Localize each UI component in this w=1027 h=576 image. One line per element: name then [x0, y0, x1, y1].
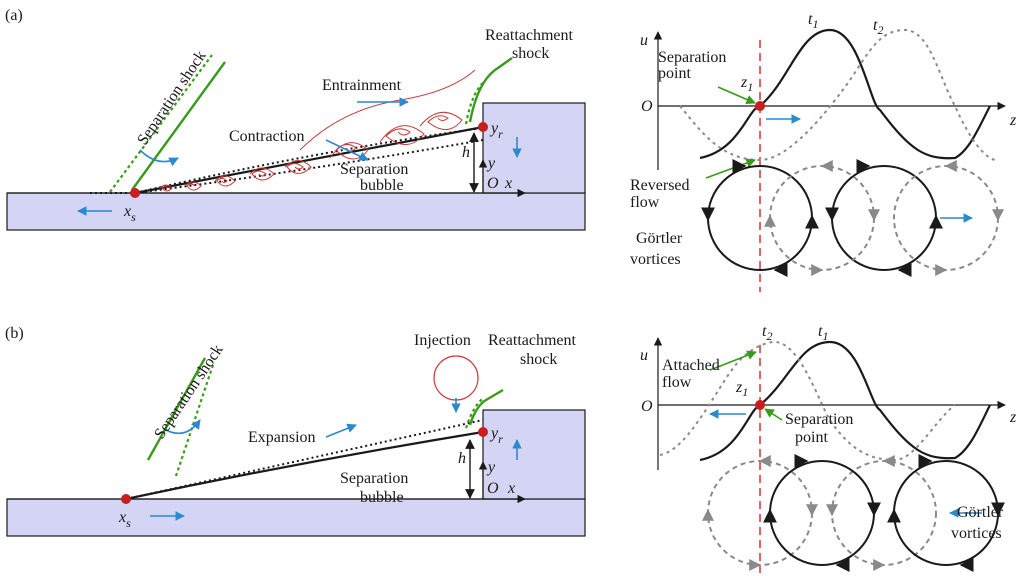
panel-b-reattachment-label-1: Reattachment: [488, 332, 577, 349]
plot-b-gortler-label-1: Görtler: [957, 504, 1004, 521]
panel-a-upper-boundary: [134, 125, 484, 195]
plot-b-origin-label: O: [641, 398, 653, 415]
plot-b-t1-label: t1: [818, 323, 828, 343]
plot-b-attached-flow-label-1: Attached: [662, 357, 720, 374]
plot-a-gortler-vortices: [701, 159, 1004, 277]
panel-a-bubble-label-2: bubble: [360, 177, 404, 194]
panel-b-reattachment-shock: [468, 388, 504, 426]
panel-b-injection-circle: [433, 355, 479, 401]
panel-b-expansion-label: Expansion: [248, 429, 316, 446]
panel-a-separation-shock-dotted: [109, 54, 213, 193]
panel-a-separation-shock: [131, 61, 226, 191]
plot-b-wave-t1: [699, 340, 991, 462]
panel-b-origin-label: O: [487, 480, 499, 497]
panel-b-expansion-arrow: [325, 423, 357, 438]
plot-b-wave-t2: [659, 340, 956, 462]
panel-a-reattachment-label-1: Reattachment: [485, 27, 574, 44]
panel-b-bubble-label-1: Separation: [340, 470, 408, 487]
panel-a-reattachment-shock-dotted: [464, 81, 485, 125]
panel-a-contraction-arrow: [325, 139, 369, 161]
panel-b-yr-label: yr: [489, 425, 503, 446]
plot-b-separation-point-marker: [755, 400, 765, 410]
panel-a-h-label: h: [462, 144, 470, 161]
plot-a: u O z t1 t2 z1 Separation point Reversed…: [630, 11, 1017, 292]
plot-a-reversed-flow-label-2: flow: [630, 194, 660, 211]
panel-b-separation-shock-dotted: [174, 361, 216, 477]
plot-b-separation-point-label-1: Separation: [785, 411, 853, 428]
plot-a-gortler-label-1: Görtler: [636, 230, 683, 247]
plot-b-sep-point-arrow: [764, 408, 783, 421]
panel-b-xs-point: [121, 494, 131, 504]
panel-b-step: [482, 409, 586, 500]
panel-b-y-label: y: [486, 459, 496, 476]
plot-a-sep-point-arrow: [717, 86, 756, 104]
panel-a-bubble-label-1: Separation: [340, 161, 408, 178]
panel-b-yr-point: [478, 427, 488, 437]
plot-b: u O z t1 t2 z1 Attached flow Separation …: [640, 323, 1017, 573]
panel-b-separation-shock: [146, 357, 207, 461]
panel-a-lower-boundary: [90, 139, 484, 194]
plot-b-gortler-label-2: vortices: [951, 525, 1002, 542]
plot-a-origin-label: O: [641, 98, 653, 115]
plot-b-t2-label: t2: [762, 323, 772, 343]
panel-b-lower-boundary: [125, 419, 484, 500]
plot-a-wave-t1: [699, 28, 991, 160]
panel-a-origin-label: O: [487, 175, 499, 192]
plot-a-gortler-label-2: vortices: [630, 251, 681, 268]
panel-b-x-label: x: [507, 480, 515, 497]
panel-a-contraction-label: Contraction: [229, 128, 305, 145]
plot-b-z-label: z: [1009, 409, 1017, 426]
panel-b-injection-label: Injection: [414, 332, 471, 349]
panel-b-upper-boundary: [125, 430, 484, 501]
panel-b-shock-rotation-arrow: [165, 419, 201, 435]
plot-a-z1-label: z1: [740, 74, 753, 94]
plot-a-t2-label: t2: [873, 17, 883, 37]
plot-b-gortler-vortices: [702, 454, 1005, 572]
panel-a-xs-point: [130, 188, 140, 198]
panel-a-x-label: x: [504, 175, 512, 192]
panel-a: (a): [5, 7, 586, 231]
panel-b-floor: [6, 498, 586, 537]
panel-a-entrainment-label: Entrainment: [322, 77, 402, 94]
panel-b-label: (b): [5, 325, 24, 342]
plot-a-separation-point-marker: [755, 101, 765, 111]
panel-a-y-label: y: [486, 155, 496, 172]
panel-a-label: (a): [5, 7, 23, 24]
plot-a-wave-t2: [679, 28, 996, 162]
panel-b-bubble-label-2: bubble: [360, 489, 404, 506]
panel-b-reattachment-label-2: shock: [520, 351, 557, 368]
panel-a-xs-label: xs: [123, 203, 136, 224]
panel-a-reattachment-label-2: shock: [512, 45, 549, 62]
plot-a-z-label: z: [1009, 112, 1017, 129]
plot-a-t1-label: t1: [808, 11, 818, 31]
panel-b: (b) Separation shock Injection Reattachm…: [5, 325, 586, 537]
panel-a-bubble-curve: [134, 127, 484, 194]
plot-a-reversed-flow-arrow: [705, 158, 756, 179]
plot-a-separation-point-label-2: point: [658, 65, 691, 82]
plot-b-attached-flow-label-2: flow: [662, 374, 692, 391]
plot-b-z1-label: z1: [735, 379, 748, 399]
plot-b-attached-flow-arrow: [709, 350, 757, 371]
plot-b-u-label: u: [640, 347, 648, 364]
panel-b-xs-label: xs: [118, 509, 131, 530]
plot-a-u-label: u: [640, 32, 648, 49]
panel-b-h-label: h: [458, 450, 466, 467]
panel-a-yr-label: yr: [489, 120, 503, 141]
panel-b-separation-shock-label: Separation shock: [151, 342, 226, 442]
panel-a-shock-rotation-arrow: [139, 149, 179, 167]
plot-a-separation-point-label-1: Separation: [658, 49, 726, 66]
panel-a-step: [482, 102, 586, 194]
plot-b-separation-point-label-2: point: [795, 429, 828, 446]
plot-a-reversed-flow-label-1: Reversed: [630, 177, 690, 194]
panel-a-yr-point: [478, 122, 488, 132]
